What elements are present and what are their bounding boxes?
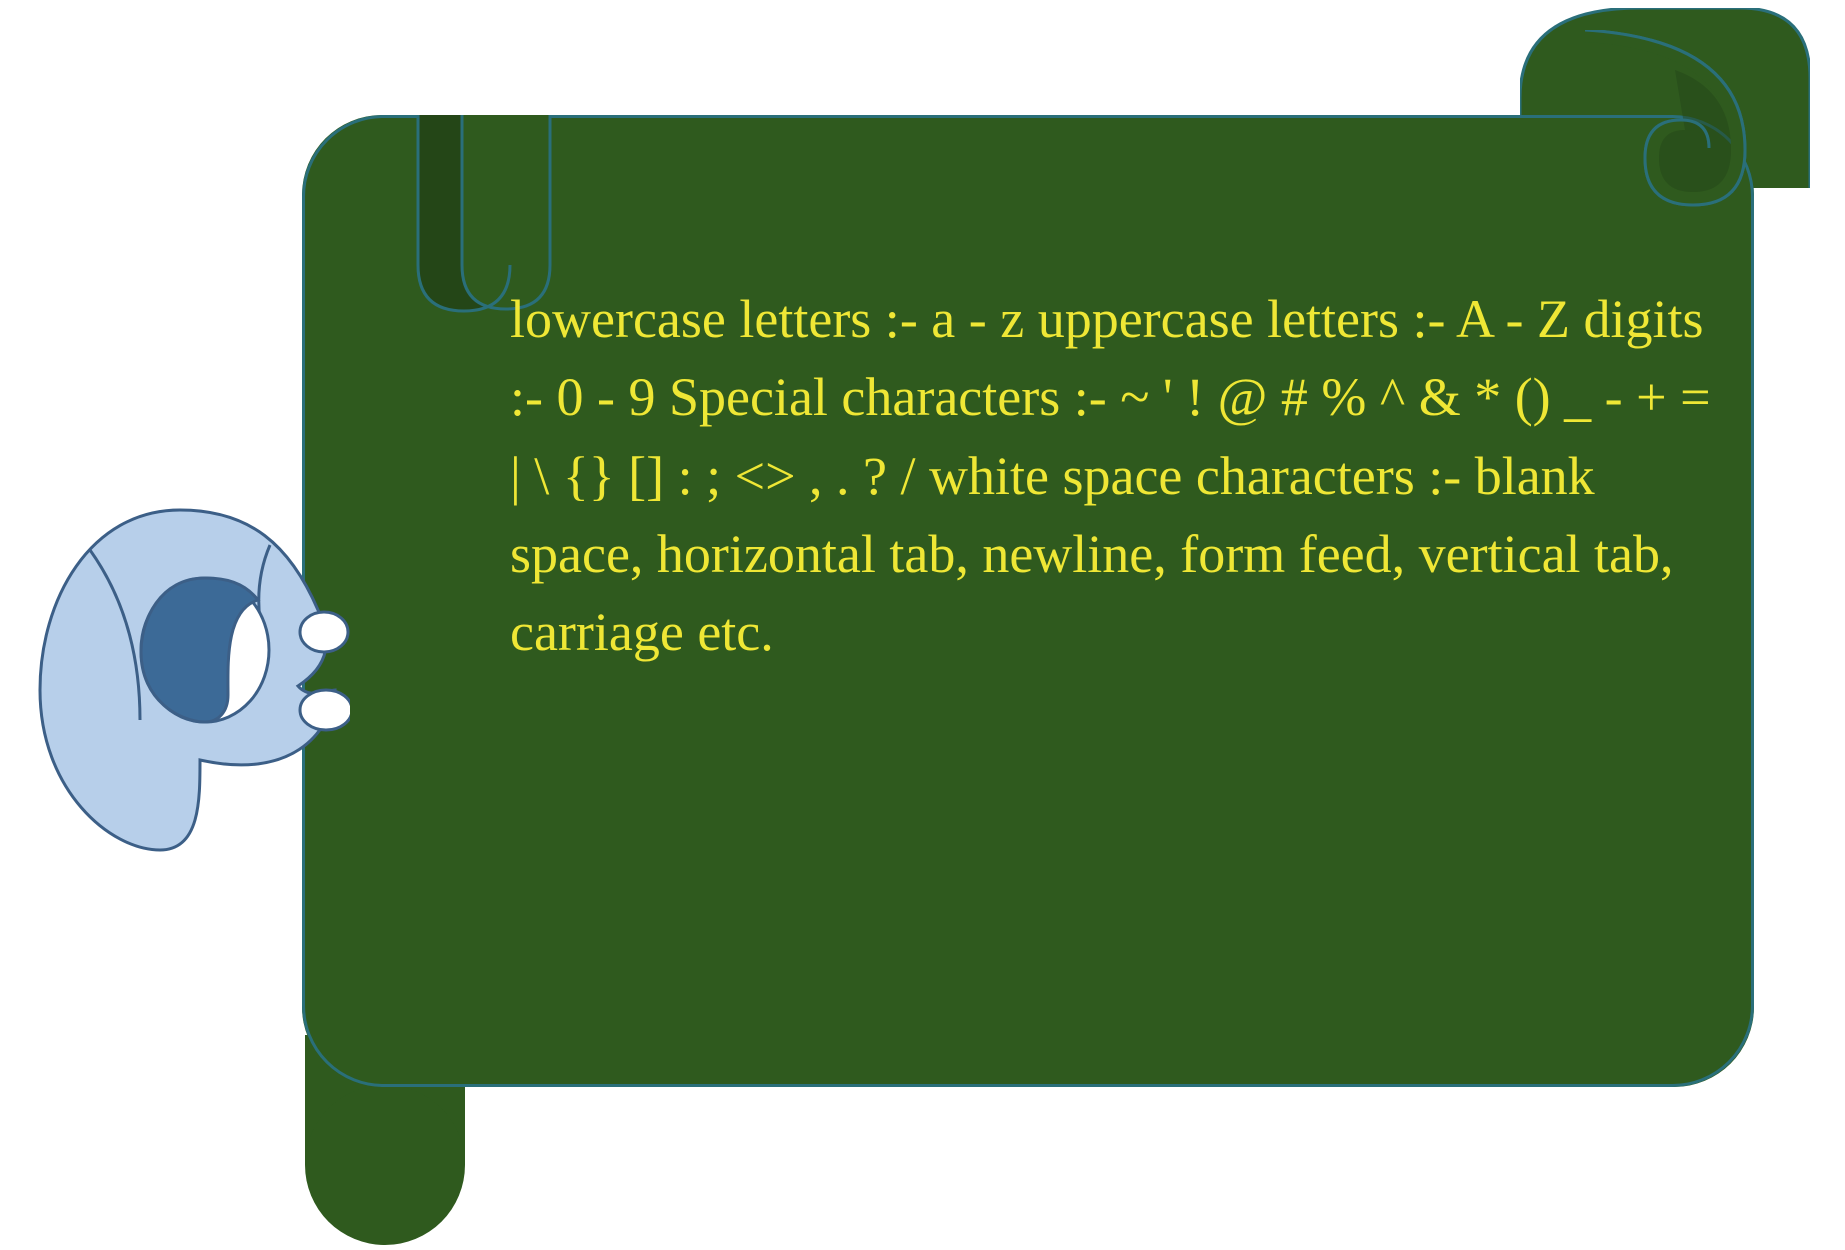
scroll-curl-top-right-front xyxy=(1585,30,1815,230)
scroll-text: lowercase letters :- a - z uppercase let… xyxy=(510,280,1730,671)
infographic-stage: lowercase letters :- a - z uppercase let… xyxy=(0,0,1845,1250)
person-top-view-icon xyxy=(30,490,350,870)
